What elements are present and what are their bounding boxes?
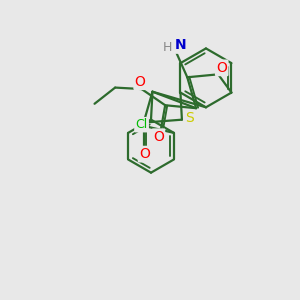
Text: O: O [216, 61, 227, 75]
Text: O: O [153, 130, 164, 144]
Text: N: N [175, 38, 187, 52]
Text: O: O [139, 147, 150, 161]
Text: S: S [185, 111, 194, 125]
Text: Cl: Cl [135, 118, 148, 131]
Text: O: O [135, 75, 146, 89]
Text: H: H [163, 41, 172, 54]
